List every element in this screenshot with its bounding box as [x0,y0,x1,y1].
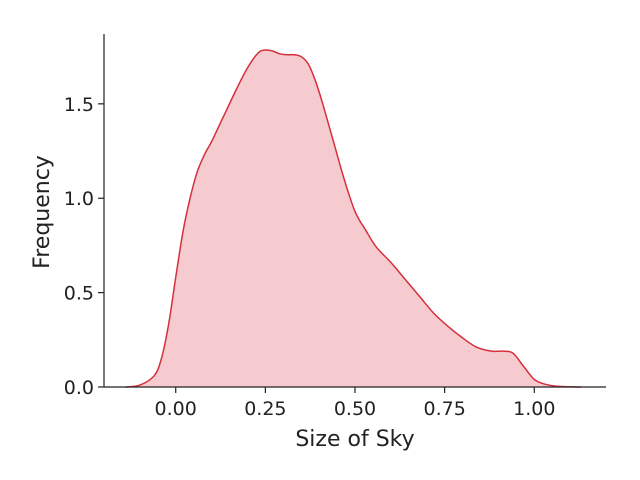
y-tick-label: 1.0 [64,188,94,210]
x-axis-title: Size of Sky [295,427,414,452]
x-tick-label: 0.50 [334,398,376,420]
ticks: 0.00 0.25 0.50 0.75 1.00 0.0 0.5 1.0 1.5 [64,94,556,420]
density-line [125,49,581,388]
y-tick-label: 1.5 [64,94,94,116]
y-axis-title: Frequency [30,155,55,269]
x-tick-label: 0.75 [423,398,465,420]
y-tick-label: 0.0 [64,377,94,399]
x-tick-label: 0.25 [244,398,286,420]
density-layer [125,49,581,388]
density-area-fill [125,49,581,387]
x-tick-label: 0.00 [155,398,197,420]
y-tick-label: 0.5 [64,283,94,305]
x-tick-label: 1.00 [513,398,555,420]
